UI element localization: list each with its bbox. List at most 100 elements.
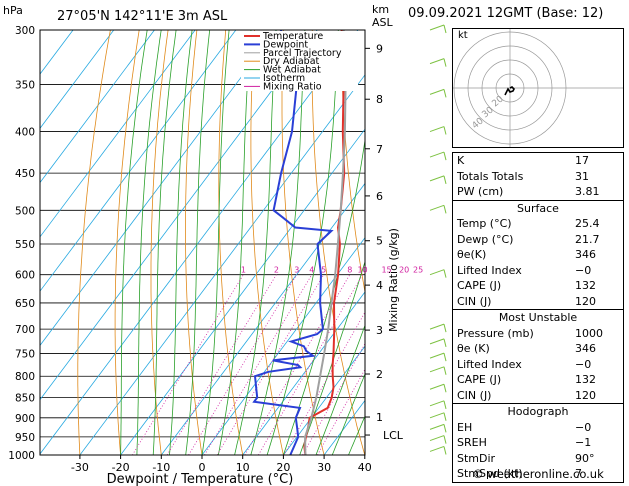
height-axis: 1 2 3 4 5 6 7 8 9 LCL [365, 42, 404, 442]
mu-row: Lifted Index −0 [457, 357, 592, 371]
mu-row: θe (K) 346 [457, 342, 596, 355]
surface-row: Dewp (°C) 21.7 [457, 232, 600, 246]
wind-barb-flag [443, 58, 447, 67]
wet-adiabat [217, 30, 252, 455]
pressure-tick-label: 800 [15, 371, 35, 383]
wet-adiabat [201, 30, 230, 455]
pressure-tick-label: 300 [15, 25, 35, 37]
wind-barb [429, 58, 445, 65]
wet-adiabat [120, 30, 148, 455]
hodo-ring-label: 20 [491, 94, 506, 109]
mixing-ratio-line [302, 342, 365, 455]
plot-frame [39, 29, 366, 456]
legend-label: Dry Adiabat [263, 56, 320, 67]
isotherm [283, 345, 365, 455]
legend-label: Wet Adiabat [263, 65, 321, 76]
km-tick-label: 8 [376, 93, 383, 106]
wind-barbs [429, 24, 447, 455]
hodo-row: StmDir 90° [457, 451, 595, 465]
pressure-tick-label: 500 [15, 205, 35, 217]
mixing-ratio-label: 3 [294, 266, 299, 275]
wet-adiabat [283, 137, 365, 455]
isotherm [40, 30, 115, 129]
wind-barb [429, 445, 445, 452]
pressure-tick-label: 900 [15, 413, 35, 425]
pressure-tick-label: 950 [15, 432, 35, 444]
mixing-ratio-label: 10 [357, 266, 367, 275]
wet-adiabat [136, 30, 162, 455]
hodo-ring-label: 40 [471, 116, 486, 131]
series-dewpoint [252, 30, 334, 455]
km-tick-label: 5 [376, 235, 383, 248]
isotherm [40, 30, 155, 184]
hodograph-kt-label: kt [458, 30, 468, 41]
legend-label: Mixing Ratio [263, 81, 322, 92]
indices-panel: kt 40 30 20 K 17 Totals Totals 31 PW (cm) 3… [452, 28, 624, 483]
x-tick-label: 0 [199, 461, 206, 474]
legend-box [241, 31, 358, 91]
pressure-axis: 300 350 400 450 500 550 600 650 700 750 800 850 900 9… [8, 25, 35, 462]
hpa-label: hPa [3, 4, 23, 17]
mixing-ratio-label: 25 [413, 266, 423, 275]
hodograph-svg: 40 30 20 [453, 29, 623, 147]
mixing-ratio-label: 15 [381, 266, 391, 275]
date-title: 09.09.2021 12GMT (Base: 12) [408, 6, 604, 21]
wet-adiabat [169, 30, 193, 455]
wind-barb-flag [443, 446, 447, 455]
surface-row: θe(K) 346 [457, 248, 596, 261]
km-tick-label: 2 [376, 368, 383, 381]
mixing-ratio-line [166, 274, 277, 455]
mixing-ratio-line [244, 274, 351, 455]
index-row: Totals Totals 31 [457, 169, 589, 183]
wet-adiabat [331, 373, 365, 455]
x-tick-label: -20 [112, 461, 130, 474]
mu-row: CIN (J) 120 [457, 388, 596, 402]
dry-adiabat [185, 30, 203, 455]
dry-adiabat [114, 30, 140, 455]
surface-row: Temp (°C) 25.4 [457, 217, 600, 230]
mixing-ratio-label: 20 [399, 266, 409, 275]
wind-barb [429, 126, 445, 133]
isotherm [40, 30, 318, 401]
km-tick-label: 3 [376, 324, 383, 337]
wind-barb-flag [443, 412, 447, 421]
wind-barb [429, 366, 445, 373]
wind-barb [429, 269, 445, 276]
wind-barb-flag [443, 338, 447, 348]
isotherm [242, 291, 365, 455]
wind-barb [429, 412, 445, 419]
surface-row: CIN (J) 120 [457, 294, 596, 308]
wind-barb-flag [443, 353, 447, 362]
hodo-ring-label: 30 [481, 105, 496, 120]
pressure-tick-label: 400 [15, 127, 35, 139]
pressure-tick-label: 850 [15, 393, 35, 405]
wet-adiabat [152, 30, 177, 455]
mixing-ratio-line [131, 274, 244, 455]
x-axis-label: Dewpoint / Temperature (°C) [107, 472, 294, 486]
mu-row: Pressure (mb) 1000 [457, 326, 603, 340]
hodo-row: StmSpd (kt) 7 [457, 467, 582, 480]
legend-label: Temperature [262, 31, 323, 42]
isotherm [40, 30, 196, 238]
mixing-ratio-axis-label: Mixing Ratio (g/kg) [387, 228, 400, 332]
km-tick-label: 9 [376, 42, 383, 55]
wind-barb [429, 88, 445, 95]
surface-table: Surface Temp (°C) 25.4 Dewp (°C) 21.7 θe(K… [452, 200, 624, 310]
index-row: PW (cm) 3.81 [457, 185, 600, 198]
wind-barb [429, 423, 445, 430]
wind-barb-flag [443, 89, 447, 98]
hodo-row: SREH −1 [457, 436, 592, 449]
lcl-label: LCL [383, 429, 404, 442]
mixing-ratio-line [283, 311, 365, 455]
background-lines [40, 30, 365, 455]
mixing-ratio-label: 8 [347, 266, 352, 275]
surface-row: CAPE (J) 132 [457, 279, 596, 292]
wind-barb-flag [443, 400, 447, 409]
wind-barb [429, 352, 445, 359]
isotherm [40, 30, 359, 455]
asl-label: ASL [372, 16, 394, 29]
wind-barb-flag [443, 175, 447, 185]
pressure-tick-label: 700 [15, 324, 35, 336]
mixing-ratio-line [258, 274, 363, 455]
